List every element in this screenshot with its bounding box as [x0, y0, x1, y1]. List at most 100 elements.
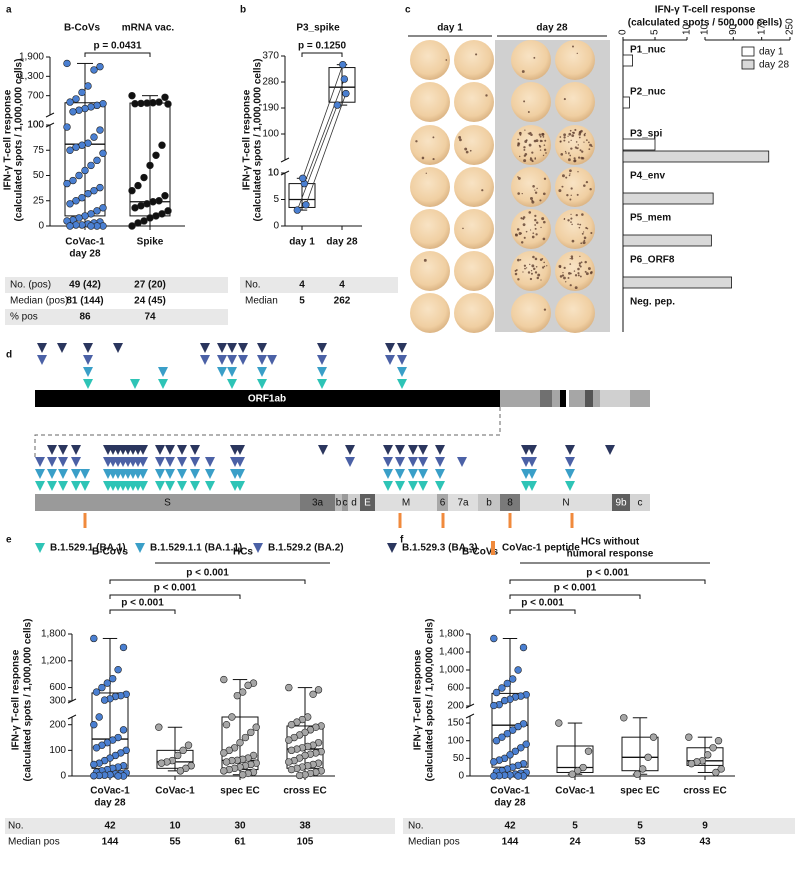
- point: [92, 688, 101, 696]
- spot: [520, 232, 522, 235]
- point: [703, 751, 712, 759]
- point: [490, 758, 498, 766]
- spot: [569, 198, 572, 201]
- spot: [543, 308, 547, 311]
- mutation-marker: [35, 457, 45, 467]
- spot: [558, 264, 562, 268]
- genome-segment: [600, 390, 630, 407]
- peptide-mark: [508, 513, 512, 528]
- spot: [465, 150, 469, 154]
- bar: [622, 234, 712, 247]
- mutation-marker: [190, 457, 200, 467]
- spot: [543, 144, 546, 146]
- mutation-marker: [238, 343, 248, 353]
- point: [285, 736, 293, 744]
- gene-label: c: [343, 498, 348, 509]
- point: [69, 176, 77, 185]
- well: [511, 167, 551, 207]
- group-label: B-CoVs: [462, 547, 499, 558]
- mutation-marker: [177, 469, 187, 479]
- mutation-marker: [113, 343, 123, 353]
- spot: [543, 220, 546, 224]
- spot: [568, 132, 572, 136]
- peptide-mark: [398, 513, 402, 528]
- point: [66, 146, 74, 154]
- pair-line: [296, 104, 338, 211]
- point: [492, 688, 501, 697]
- spot: [574, 128, 577, 131]
- spot: [528, 211, 532, 214]
- gene-label: S: [164, 498, 171, 509]
- mutation-marker: [165, 481, 175, 491]
- y-tick-label: 370: [262, 51, 279, 62]
- gene-segment: [500, 494, 520, 511]
- point: [119, 726, 128, 734]
- spot: [580, 242, 583, 245]
- point: [519, 643, 528, 652]
- spot: [485, 94, 488, 97]
- spot: [570, 217, 573, 220]
- well: [454, 125, 494, 165]
- point: [236, 738, 244, 747]
- spot: [421, 156, 425, 160]
- table-cell: 5: [299, 296, 305, 307]
- chart-title: (calculated spots / 500,000 cells): [628, 18, 783, 29]
- table-cell: 49 (42): [69, 280, 101, 291]
- spot: [569, 263, 572, 265]
- gene-segment: [35, 494, 300, 511]
- spot: [571, 223, 573, 226]
- y-tick-label: 10: [268, 168, 280, 179]
- spot: [583, 184, 586, 187]
- spot: [415, 140, 418, 143]
- mutation-marker: [605, 445, 615, 455]
- point: [309, 690, 317, 698]
- y-tick-label: 0: [38, 221, 44, 232]
- point: [90, 760, 98, 769]
- spot: [582, 241, 586, 245]
- comparison-bracket: [509, 579, 706, 584]
- mutation-marker: [383, 481, 393, 491]
- point: [522, 740, 530, 748]
- spot: [535, 233, 538, 236]
- table-cell: 43: [699, 837, 711, 848]
- spot: [567, 277, 570, 279]
- bar: [622, 192, 714, 205]
- mutation-marker: [345, 445, 355, 455]
- mutation-marker: [397, 379, 407, 389]
- legend-label: day 28: [759, 60, 789, 71]
- gene-label: N: [562, 498, 569, 509]
- y-tick-label: 10: [268, 168, 280, 179]
- x-tick-label: cross EC: [683, 786, 726, 797]
- spot: [570, 257, 574, 260]
- well: [511, 293, 551, 333]
- box: [686, 747, 724, 766]
- well: [454, 251, 494, 291]
- table-cell: 61: [234, 837, 246, 848]
- spot: [539, 199, 542, 202]
- x-tick-label: day 1: [289, 237, 315, 248]
- x-tick-label: CoVac-1: [155, 786, 195, 797]
- mutation-marker: [257, 343, 267, 353]
- point: [96, 183, 104, 192]
- category-label: P4_env: [630, 171, 665, 182]
- spot: [525, 230, 528, 233]
- mutation-marker: [135, 543, 145, 553]
- well: [410, 167, 450, 207]
- point: [72, 197, 80, 205]
- spot: [535, 139, 539, 143]
- x-tick-label: CoVac-1: [490, 786, 530, 797]
- point: [687, 759, 696, 768]
- spot: [591, 145, 593, 148]
- point: [179, 746, 187, 755]
- spot: [545, 152, 547, 154]
- mutation-marker: [190, 469, 200, 479]
- table-cell: Median pos: [408, 837, 460, 848]
- spot: [568, 153, 570, 155]
- mutation-marker: [138, 469, 148, 479]
- point: [287, 765, 296, 774]
- point: [714, 737, 723, 745]
- y-tick-label: 50: [33, 170, 45, 181]
- mutation-marker: [47, 457, 57, 467]
- spot: [577, 223, 579, 226]
